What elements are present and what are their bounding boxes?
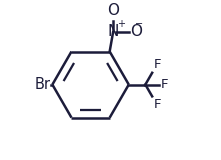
- Text: O: O: [130, 24, 142, 39]
- Text: N: N: [107, 24, 119, 39]
- Text: F: F: [154, 98, 161, 111]
- Text: +: +: [117, 19, 125, 29]
- Text: O: O: [107, 3, 119, 18]
- Text: F: F: [160, 78, 168, 91]
- Text: F: F: [154, 58, 161, 72]
- Text: Br: Br: [34, 77, 50, 92]
- Text: −: −: [135, 19, 143, 29]
